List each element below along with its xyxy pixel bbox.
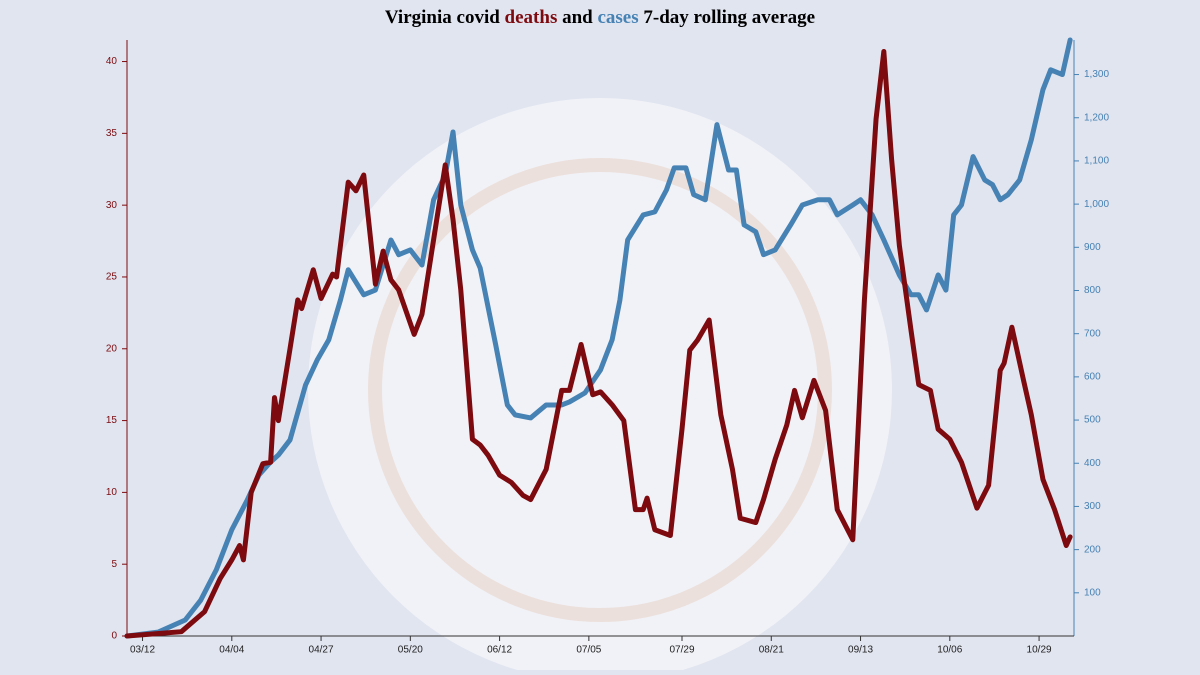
series-line (124, 37, 1073, 639)
y2-tick-label: 1,100 (1084, 156, 1109, 167)
seal-ring (368, 158, 832, 622)
y2-tick-label: 200 (1084, 544, 1101, 555)
title-part: Virginia covid (385, 7, 500, 28)
x-tick-label: 05/20 (398, 645, 423, 656)
x-tick-label: 08/21 (759, 645, 784, 656)
y-tick-label: 30 (106, 200, 118, 211)
y2-tick-label: 700 (1084, 328, 1101, 339)
title-part: 7-day rolling average (643, 7, 815, 28)
y2-tick-label: 300 (1084, 501, 1101, 512)
x-tick-label: 04/27 (309, 645, 334, 656)
y-tick-label: 5 (111, 559, 117, 570)
x-tick-label: 06/12 (487, 645, 512, 656)
y2-tick-label: 100 (1084, 587, 1101, 598)
y-tick-label: 40 (106, 56, 118, 67)
x-tick-label: 10/29 (1027, 645, 1052, 656)
y2-tick-label: 800 (1084, 285, 1101, 296)
title-series: deaths (505, 7, 558, 28)
y2-tick-label: 500 (1084, 415, 1101, 426)
y2-tick-label: 1,300 (1084, 69, 1109, 80)
y2-tick-label: 900 (1084, 242, 1101, 253)
x-tick-label: 03/12 (130, 645, 155, 656)
y-tick-label: 15 (106, 415, 118, 426)
y-tick-label: 25 (106, 272, 118, 283)
x-tick-label: 10/06 (937, 645, 962, 656)
series-line (124, 48, 1073, 639)
seal-watermark (308, 98, 892, 675)
title-part: and (562, 7, 593, 28)
x-tick-label: 09/13 (848, 645, 873, 656)
y2-tick-label: 400 (1084, 458, 1101, 469)
y-tick-label: 0 (111, 631, 117, 642)
y-tick-label: 35 (106, 128, 118, 139)
y2-tick-label: 600 (1084, 372, 1101, 383)
y2-tick-label: 1,000 (1084, 199, 1109, 210)
title-series: cases (597, 7, 638, 28)
y-tick-label: 20 (106, 343, 118, 354)
x-tick-label: 07/29 (669, 645, 694, 656)
chart-title: Virginia covid deaths and cases 7-day ro… (385, 7, 815, 28)
y-tick-label: 10 (106, 487, 118, 498)
x-tick-label: 04/04 (219, 645, 244, 656)
y2-tick-label: 1,200 (1084, 112, 1109, 123)
x-tick-label: 07/05 (576, 645, 601, 656)
